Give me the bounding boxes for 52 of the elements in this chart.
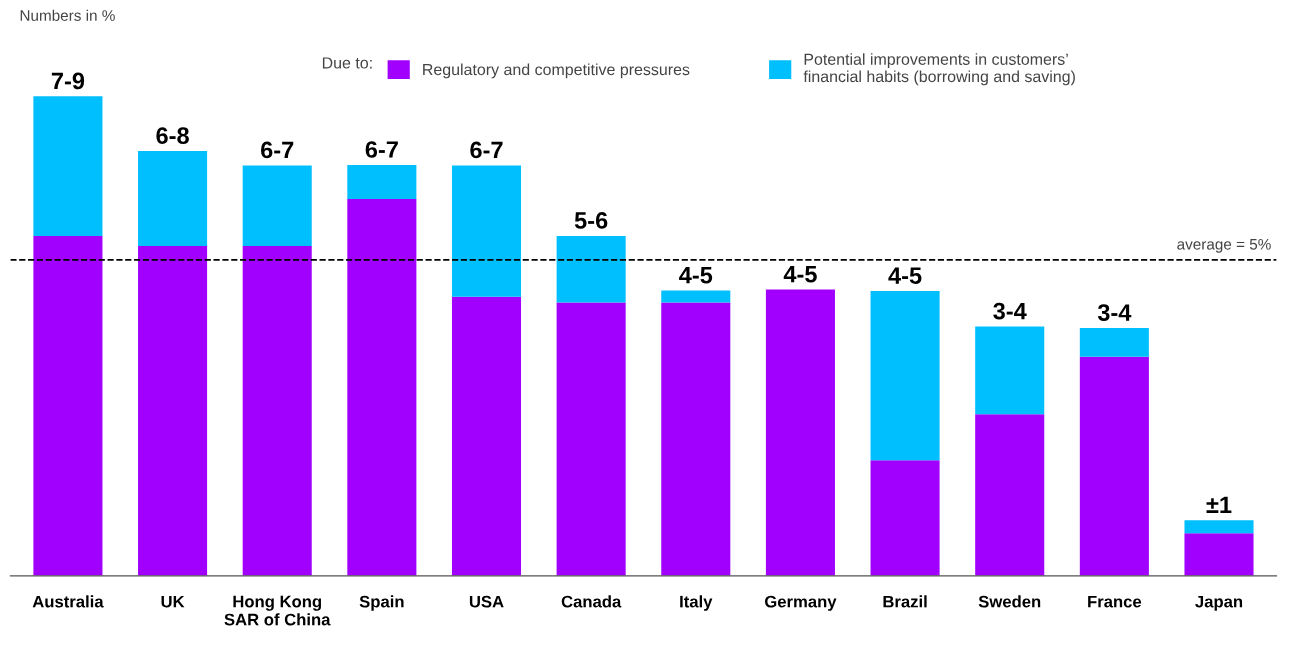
total-label: 5-6 bbox=[574, 212, 608, 229]
bar bbox=[870, 291, 940, 461]
x-tick-label: UK bbox=[161, 595, 185, 608]
total-label: 7-9 bbox=[51, 72, 85, 90]
x-tick-label: Italy bbox=[680, 595, 713, 611]
x-tick-label: Brazil bbox=[883, 595, 927, 608]
bar bbox=[451, 165, 522, 297]
bar bbox=[1184, 533, 1254, 576]
x-tick-label: Sweden bbox=[978, 595, 1041, 608]
x-tick-label: Hong Kong SAR of China bbox=[224, 595, 331, 626]
legend-label: Potential improvements in customers’ financial habits (borrowing and saving) bbox=[803, 53, 1075, 86]
total-label: 4-5 bbox=[679, 267, 713, 284]
x-tick-label: Germany bbox=[764, 595, 837, 611]
bar bbox=[242, 165, 312, 246]
total-label: 3-4 bbox=[1097, 304, 1132, 321]
total-label: ±1 bbox=[1206, 496, 1232, 513]
bar bbox=[975, 326, 1045, 415]
bar bbox=[1079, 356, 1149, 576]
bar bbox=[33, 96, 103, 236]
bar bbox=[1184, 520, 1254, 534]
bar bbox=[556, 302, 626, 576]
x-tick-label: Japan bbox=[1195, 595, 1243, 611]
bar bbox=[1079, 327, 1149, 357]
x-tick-label: USA bbox=[469, 595, 504, 608]
x-tick-label: Spain bbox=[359, 595, 404, 611]
x-tick-label: France bbox=[1088, 595, 1142, 608]
bar bbox=[975, 414, 1045, 576]
total-label: 6-8 bbox=[156, 127, 189, 144]
bar bbox=[347, 198, 417, 576]
bar bbox=[242, 245, 312, 576]
bar bbox=[765, 289, 835, 576]
total-label: 3-4 bbox=[993, 302, 1027, 320]
bar bbox=[451, 296, 522, 576]
bar bbox=[661, 290, 731, 303]
legend-title: Due to: bbox=[322, 57, 372, 69]
bar bbox=[661, 302, 731, 576]
x-tick-label: Canada bbox=[561, 595, 622, 608]
x-tick-label: Australia bbox=[32, 595, 104, 608]
total-label: 6-7 bbox=[470, 141, 503, 159]
chart-title: Numbers in % bbox=[20, 9, 115, 21]
total-label: 4-5 bbox=[783, 266, 817, 283]
bar bbox=[870, 460, 940, 576]
annotation: average = 5% bbox=[1177, 238, 1271, 253]
total-label: 4-5 bbox=[888, 267, 922, 284]
bar bbox=[347, 164, 417, 199]
legend-label: Regulatory and competitive pressures bbox=[423, 63, 690, 79]
bar bbox=[556, 235, 626, 303]
total-label: 6-7 bbox=[261, 141, 294, 159]
bar bbox=[138, 151, 208, 246]
bar bbox=[138, 245, 208, 576]
bar bbox=[33, 235, 103, 576]
total-label: 6-7 bbox=[365, 141, 398, 158]
